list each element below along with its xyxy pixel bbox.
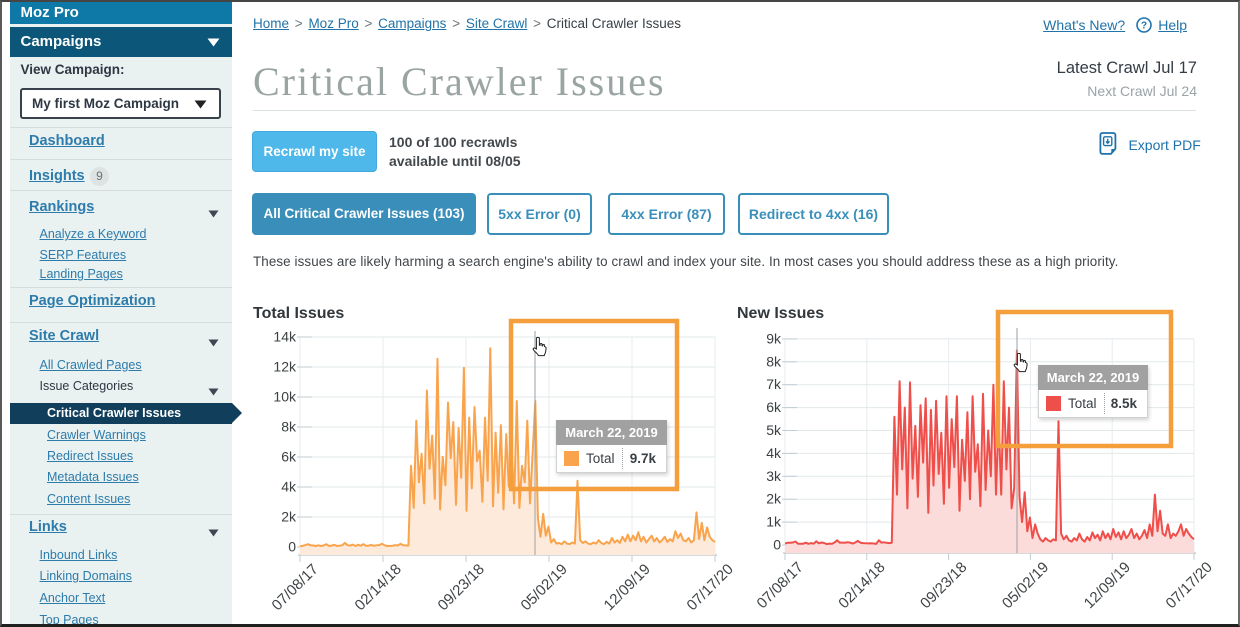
svg-text:02/14/18: 02/14/18 bbox=[835, 559, 888, 612]
svg-text:4k: 4k bbox=[766, 445, 782, 461]
svg-text:?: ? bbox=[1141, 21, 1147, 32]
svg-text:07/08/17: 07/08/17 bbox=[754, 559, 807, 612]
svg-text:1k: 1k bbox=[766, 514, 782, 530]
svg-text:4k: 4k bbox=[281, 479, 297, 495]
svg-text:3k: 3k bbox=[766, 468, 782, 484]
svg-text:7k: 7k bbox=[766, 376, 782, 392]
svg-text:5k: 5k bbox=[766, 422, 782, 438]
svg-text:07/08/17: 07/08/17 bbox=[269, 561, 322, 614]
svg-text:6k: 6k bbox=[281, 449, 297, 465]
svg-text:9k: 9k bbox=[766, 330, 782, 346]
svg-text:14k: 14k bbox=[273, 329, 297, 345]
svg-text:12/09/19: 12/09/19 bbox=[601, 561, 654, 614]
svg-text:12/09/19: 12/09/19 bbox=[1081, 559, 1134, 612]
svg-text:05/02/19: 05/02/19 bbox=[518, 561, 571, 614]
svg-text:0: 0 bbox=[288, 539, 296, 555]
svg-text:8k: 8k bbox=[281, 419, 297, 435]
svg-text:0: 0 bbox=[773, 537, 781, 553]
svg-text:12k: 12k bbox=[273, 359, 297, 375]
svg-text:2k: 2k bbox=[281, 509, 297, 525]
svg-text:2k: 2k bbox=[766, 491, 782, 507]
svg-text:09/23/18: 09/23/18 bbox=[917, 559, 970, 612]
svg-text:05/02/19: 05/02/19 bbox=[999, 559, 1052, 612]
svg-text:07/17/20: 07/17/20 bbox=[684, 561, 737, 614]
svg-text:07/17/20: 07/17/20 bbox=[1163, 559, 1216, 612]
svg-text:8k: 8k bbox=[766, 353, 782, 369]
svg-text:02/14/18: 02/14/18 bbox=[352, 561, 405, 614]
svg-text:10k: 10k bbox=[273, 389, 297, 405]
svg-text:6k: 6k bbox=[766, 399, 782, 415]
svg-text:09/23/18: 09/23/18 bbox=[435, 561, 488, 614]
